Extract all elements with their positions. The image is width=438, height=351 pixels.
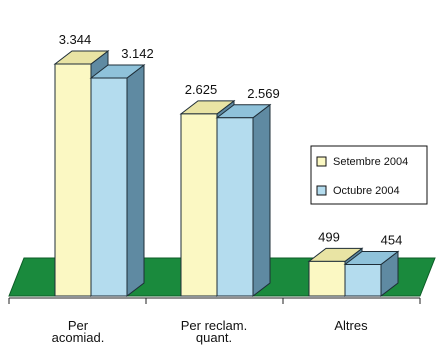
bar-front-face	[90, 77, 128, 297]
category-label: quant.	[196, 330, 232, 345]
category-label: Per reclam.	[181, 318, 247, 333]
data-label: 499	[318, 229, 340, 244]
category-label: acomiad.	[52, 330, 105, 345]
bar-octubre-1	[89, 64, 146, 298]
bar-front-face	[216, 117, 254, 297]
data-label: 3.344	[59, 32, 92, 47]
bar-front-face	[308, 260, 346, 297]
data-label: 3.142	[121, 46, 154, 61]
bar-front-face	[54, 63, 92, 297]
bar-side-face	[252, 103, 271, 298]
legend-swatch	[316, 156, 327, 167]
data-labels: 3.344 3.142 2.625 2.569 499 454	[59, 32, 403, 248]
data-label: 454	[381, 233, 403, 248]
legend-box	[310, 145, 428, 205]
bars	[53, 49, 400, 298]
bar-octubre-2	[215, 103, 272, 298]
legend: Setembre 2004 Octubre 2004	[310, 145, 428, 205]
bar-side-face	[126, 64, 145, 298]
legend-swatch	[316, 185, 327, 196]
category-label: Altres	[334, 318, 368, 333]
bar-octubre-3	[343, 250, 400, 298]
category-label: Per	[68, 318, 89, 333]
legend-label: Octubre 2004	[333, 185, 400, 197]
legend-label: Setembre 2004	[333, 156, 408, 168]
data-label: 2.625	[185, 82, 218, 97]
bar-front-face	[180, 113, 218, 297]
bar-front-face	[344, 264, 382, 297]
data-label: 2.569	[247, 86, 280, 101]
x-axis	[8, 297, 421, 304]
